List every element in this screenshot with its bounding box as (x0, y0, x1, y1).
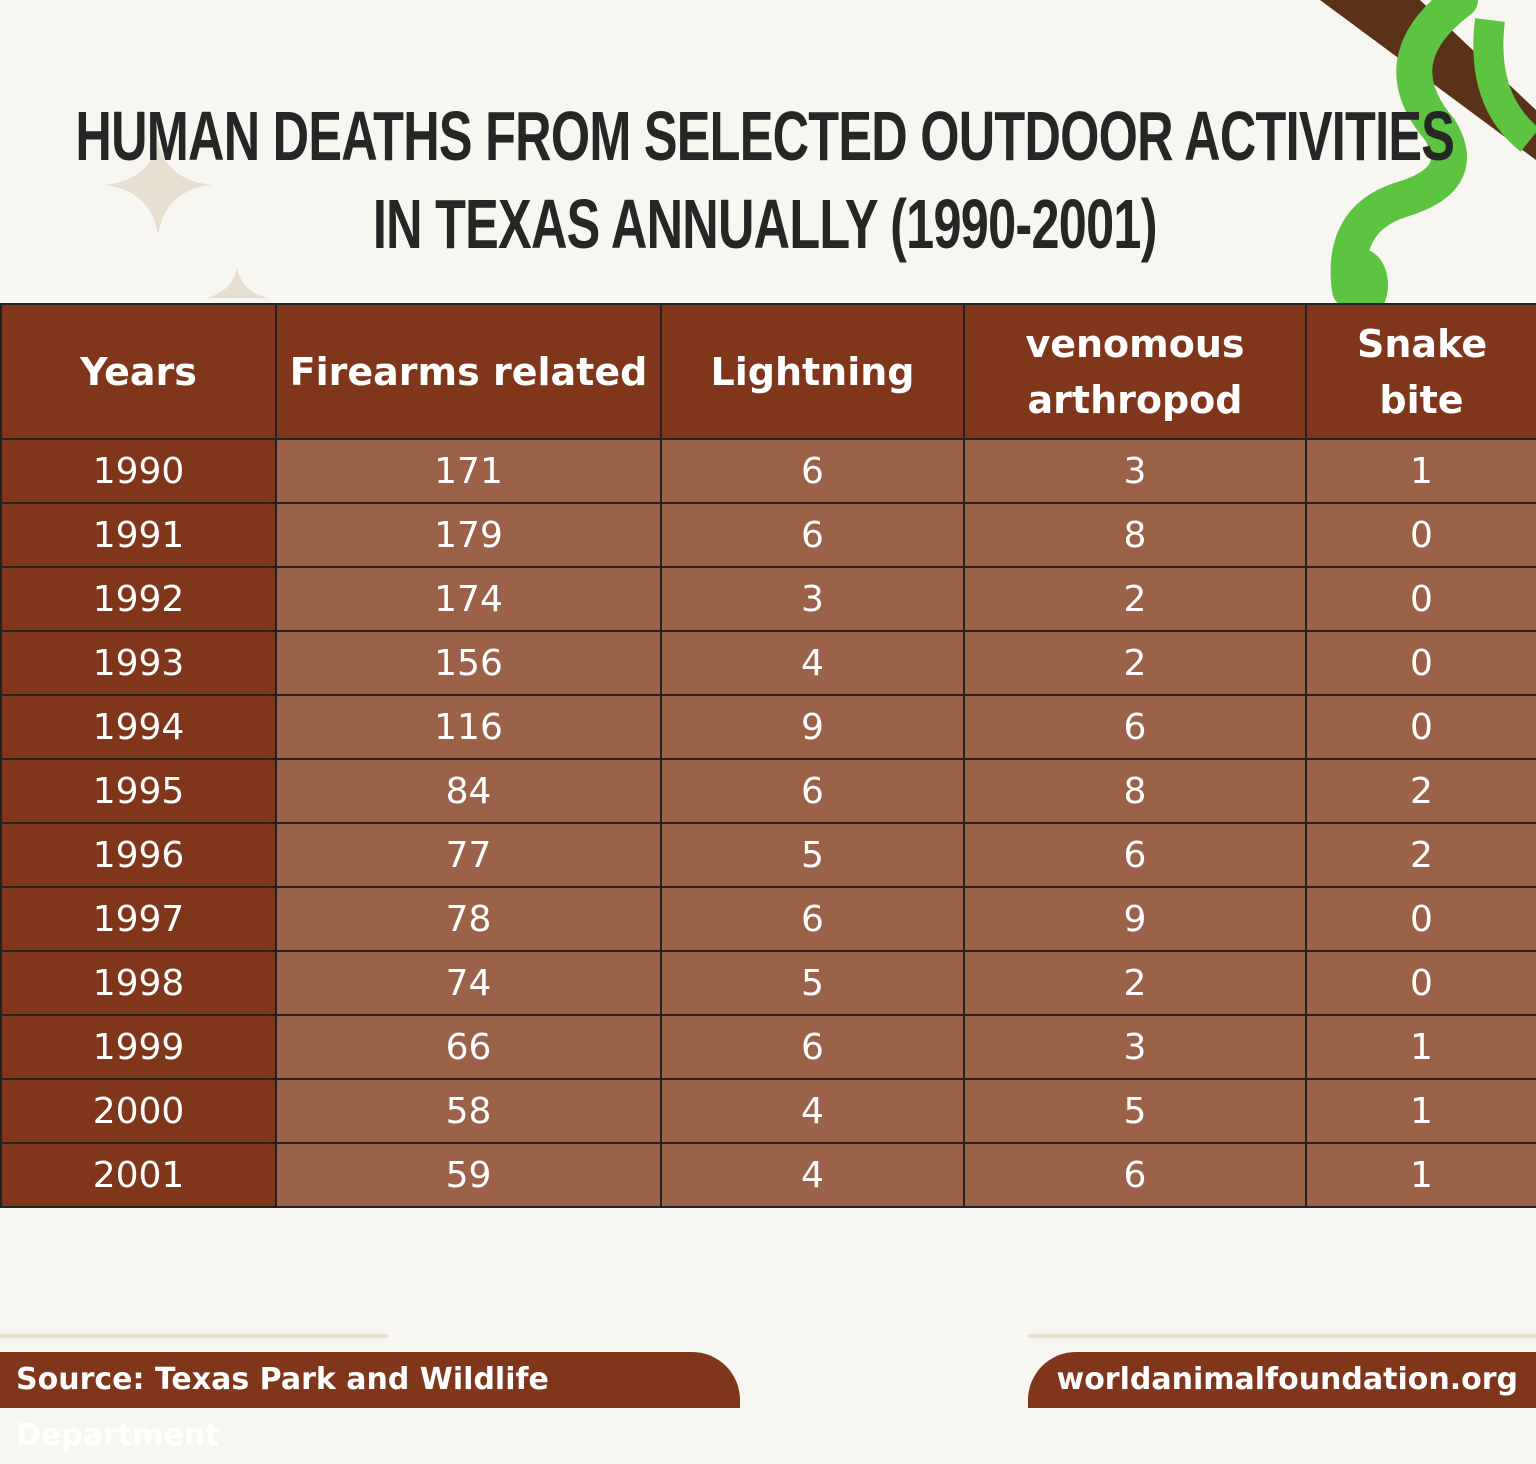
value-cell: 1 (1305, 1142, 1536, 1208)
value-cell: 74 (275, 950, 662, 1016)
value-cell: 3 (660, 566, 965, 632)
year-cell: 1997 (0, 886, 277, 952)
data-table: Years Firearms related Lightning venomous a… (0, 303, 1536, 1208)
value-cell: 2 (963, 950, 1307, 1016)
value-cell: 6 (660, 438, 965, 504)
table-row: 1997 78 6 9 0 (0, 886, 1536, 952)
value-cell: 1 (1305, 438, 1536, 504)
column-header: Lightning (660, 303, 965, 440)
value-cell: 6 (963, 1142, 1307, 1208)
value-cell: 0 (1305, 566, 1536, 632)
value-cell: 9 (963, 886, 1307, 952)
column-header: Firearms related (275, 303, 662, 440)
table-row: 1990 171 6 3 1 (0, 438, 1536, 504)
value-cell: 2 (1305, 758, 1536, 824)
value-cell: 9 (660, 694, 965, 760)
year-cell: 1996 (0, 822, 277, 888)
decoration (104, 0, 1536, 321)
header-row: Years Firearms related Lightning venomous a… (0, 303, 1536, 440)
table-row: 1994 116 9 6 0 (0, 694, 1536, 760)
divider (1028, 1334, 1536, 1338)
value-cell: 3 (963, 1014, 1307, 1080)
value-cell: 8 (963, 758, 1307, 824)
value-cell: 4 (660, 1078, 965, 1144)
value-cell: 0 (1305, 630, 1536, 696)
value-cell: 5 (660, 822, 965, 888)
table-row: 1999 66 6 3 1 (0, 1014, 1536, 1080)
value-cell: 6 (963, 694, 1307, 760)
value-cell: 58 (275, 1078, 662, 1144)
value-cell: 4 (660, 630, 965, 696)
year-cell: 1998 (0, 950, 277, 1016)
value-cell: 3 (963, 438, 1307, 504)
year-cell: 1994 (0, 694, 277, 760)
table-row: 2001 59 4 6 1 (0, 1142, 1536, 1208)
value-cell: 4 (660, 1142, 965, 1208)
table-row: 1995 84 6 8 2 (0, 758, 1536, 824)
year-cell: 2000 (0, 1078, 277, 1144)
column-header: Years (0, 303, 277, 440)
table-row: 1998 74 5 2 0 (0, 950, 1536, 1016)
column-header: venomous arthropod (963, 303, 1307, 440)
value-cell: 59 (275, 1142, 662, 1208)
source: Source: Texas Park and Wildlife Departme… (0, 1352, 740, 1453)
value-cell: 5 (963, 1078, 1307, 1144)
value-cell: 66 (275, 1014, 662, 1080)
value-cell: 2 (963, 566, 1307, 632)
table-row: 1993 156 4 2 0 (0, 630, 1536, 696)
value-cell: 78 (275, 886, 662, 952)
value-cell: 8 (963, 502, 1307, 568)
value-cell: 6 (660, 758, 965, 824)
value-cell: 156 (275, 630, 662, 696)
year-cell: 1995 (0, 758, 277, 824)
value-cell: 1 (1305, 1078, 1536, 1144)
value-cell: 1 (1305, 1014, 1536, 1080)
value-cell: 174 (275, 566, 662, 632)
website: worldanimalfoundation.org (1028, 1352, 1536, 1408)
value-cell: 116 (275, 694, 662, 760)
year-cell: 2001 (0, 1142, 277, 1208)
year-cell: 1990 (0, 438, 277, 504)
year-cell: 1999 (0, 1014, 277, 1080)
value-cell: 6 (660, 502, 965, 568)
divider (0, 1334, 388, 1338)
value-cell: 5 (660, 950, 965, 1016)
year-cell: 1991 (0, 502, 277, 568)
table-row: 1996 77 5 6 2 (0, 822, 1536, 888)
value-cell: 6 (660, 1014, 965, 1080)
table-row: 1992 174 3 2 0 (0, 566, 1536, 632)
value-cell: 171 (275, 438, 662, 504)
table-row: 2000 58 4 5 1 (0, 1078, 1536, 1144)
value-cell: 0 (1305, 694, 1536, 760)
column-header: Snake bite (1305, 303, 1536, 440)
value-cell: 2 (1305, 822, 1536, 888)
value-cell: 0 (1305, 502, 1536, 568)
year-cell: 1992 (0, 566, 277, 632)
value-cell: 2 (963, 630, 1307, 696)
value-cell: 6 (660, 886, 965, 952)
title: HUMAN DEATHS FROM SELECTED OUTDOOR ACTIV… (75, 97, 1455, 263)
year-cell: 1993 (0, 630, 277, 696)
value-cell: 84 (275, 758, 662, 824)
table-row: 1991 179 6 8 0 (0, 502, 1536, 568)
value-cell: 0 (1305, 950, 1536, 1016)
value-cell: 6 (963, 822, 1307, 888)
value-cell: 179 (275, 502, 662, 568)
value-cell: 0 (1305, 886, 1536, 952)
value-cell: 77 (275, 822, 662, 888)
